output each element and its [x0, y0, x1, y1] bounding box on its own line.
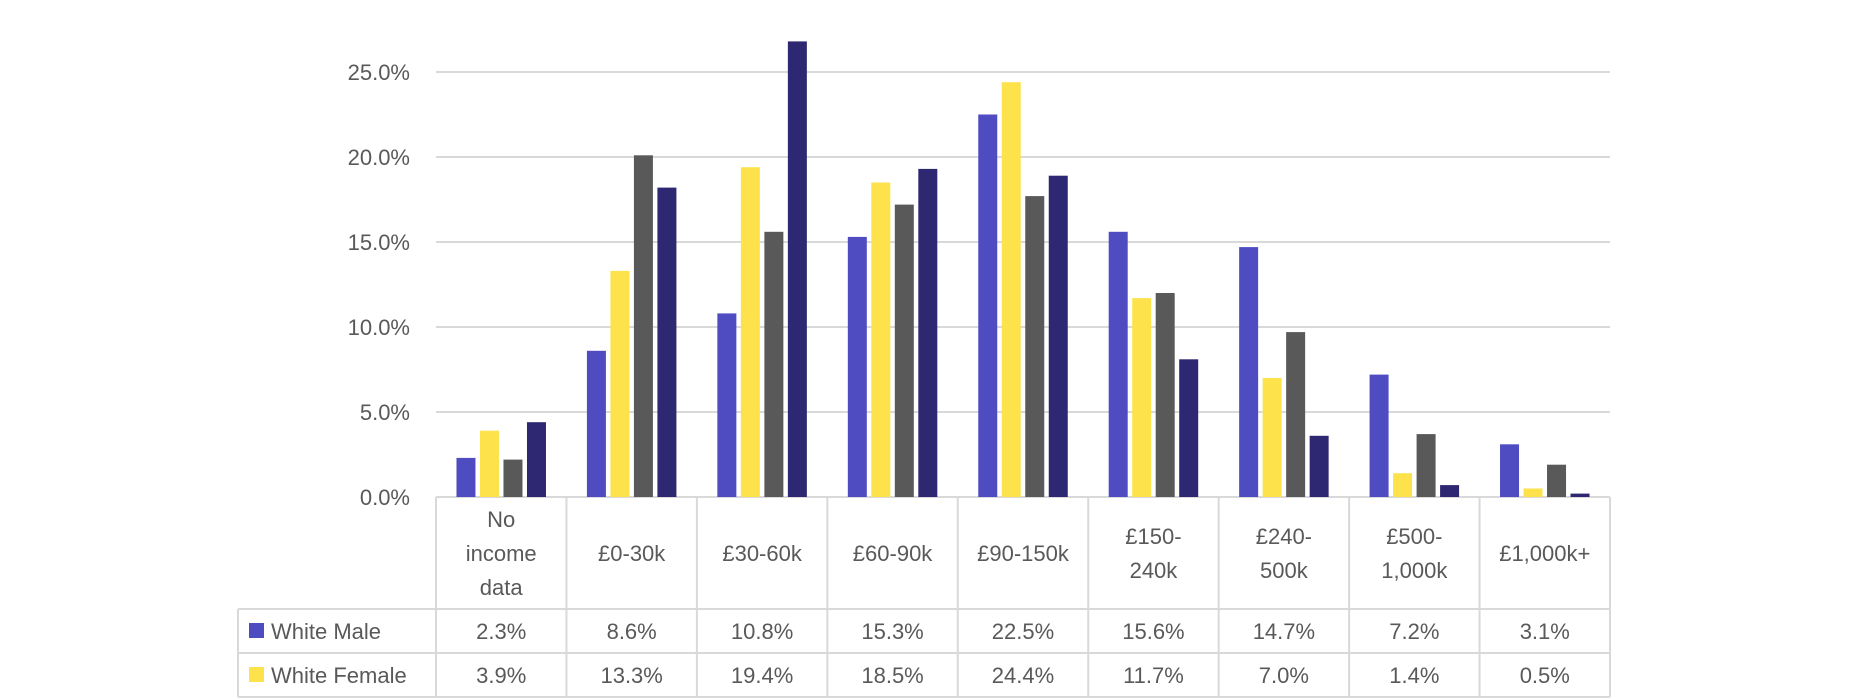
- category-label: £240-500k: [1256, 524, 1312, 583]
- bar: [740, 167, 760, 497]
- bar: [1286, 332, 1306, 497]
- bar: [1440, 485, 1460, 497]
- table-cell: 14.7%: [1253, 619, 1315, 644]
- bars: [456, 41, 1590, 498]
- legend-label: White Male: [271, 619, 381, 644]
- table-cell: 13.3%: [600, 663, 662, 688]
- bar: [1132, 298, 1152, 497]
- bar: [1369, 374, 1389, 497]
- bar: [1570, 493, 1590, 497]
- table-cell: 7.2%: [1389, 619, 1439, 644]
- bar: [1048, 175, 1068, 497]
- bar: [1309, 435, 1329, 497]
- y-tick-label: 10.0%: [348, 315, 410, 340]
- bar: [717, 313, 737, 497]
- legend-label: White Female: [271, 663, 407, 688]
- table-cell: 22.5%: [992, 619, 1054, 644]
- bar: [456, 457, 476, 497]
- category-label: No income data: [466, 507, 537, 600]
- table-cell: 19.4%: [731, 663, 793, 688]
- bar: [526, 422, 546, 497]
- bar: [1500, 444, 1520, 497]
- y-tick-label: 20.0%: [348, 145, 410, 170]
- y-axis: 0.0% 5.0% 10.0% 15.0% 20.0% 25.0%: [348, 60, 410, 510]
- bar: [847, 236, 867, 497]
- table-cell: 15.3%: [861, 619, 923, 644]
- bar: [1393, 473, 1413, 497]
- table-cell: 7.0%: [1259, 663, 1309, 688]
- table-cell: 0.5%: [1520, 663, 1570, 688]
- bar: [1547, 464, 1567, 497]
- category-label: £0-30k: [598, 541, 666, 566]
- category-label: £90-150k: [977, 541, 1070, 566]
- category-label: £500-1,000k: [1381, 524, 1448, 583]
- bar: [1262, 378, 1282, 497]
- bar: [586, 350, 606, 497]
- bar: [871, 182, 891, 497]
- legend-swatch: [249, 667, 264, 682]
- table-cell: 15.6%: [1122, 619, 1184, 644]
- bar: [503, 459, 523, 497]
- table-cell: 24.4%: [992, 663, 1054, 688]
- data-table: No income data £0-30k £30-60k £60-90k £90-150k…: [237, 497, 1611, 698]
- bar: [1523, 488, 1543, 497]
- table-cell: 10.8%: [731, 619, 793, 644]
- bar: [1239, 247, 1259, 497]
- bar: [978, 114, 998, 497]
- bar: [657, 187, 677, 497]
- table-cell: 18.5%: [861, 663, 923, 688]
- category-label: £1,000k+: [1499, 541, 1590, 566]
- bar: [1025, 196, 1045, 497]
- table-cell: 3.1%: [1520, 619, 1570, 644]
- y-tick-label: 0.0%: [360, 485, 410, 510]
- bar: [787, 41, 807, 498]
- table-cell: 3.9%: [476, 663, 526, 688]
- bar: [1001, 82, 1021, 497]
- table-cell: 2.3%: [476, 619, 526, 644]
- y-tick-label: 25.0%: [348, 60, 410, 85]
- table-cell: 11.7%: [1123, 663, 1184, 688]
- table-cell: 8.6%: [607, 619, 657, 644]
- bar: [1416, 434, 1436, 497]
- category-label: £60-90k: [853, 541, 934, 566]
- y-tick-label: 15.0%: [348, 230, 410, 255]
- bar: [1179, 359, 1199, 497]
- gridlines: [436, 71, 1610, 498]
- bar: [918, 168, 938, 497]
- category-label: £30-60k: [722, 541, 803, 566]
- bar: [610, 270, 630, 497]
- bar: [764, 231, 784, 498]
- bar: [1155, 293, 1175, 497]
- bar: [1108, 231, 1128, 498]
- bar: [479, 430, 499, 497]
- y-tick-label: 5.0%: [360, 400, 410, 425]
- legend-swatch: [249, 623, 264, 638]
- bar: [894, 204, 914, 497]
- bar: [633, 155, 653, 498]
- table-cell: 1.4%: [1389, 663, 1439, 688]
- category-label: £150-240k: [1125, 524, 1181, 583]
